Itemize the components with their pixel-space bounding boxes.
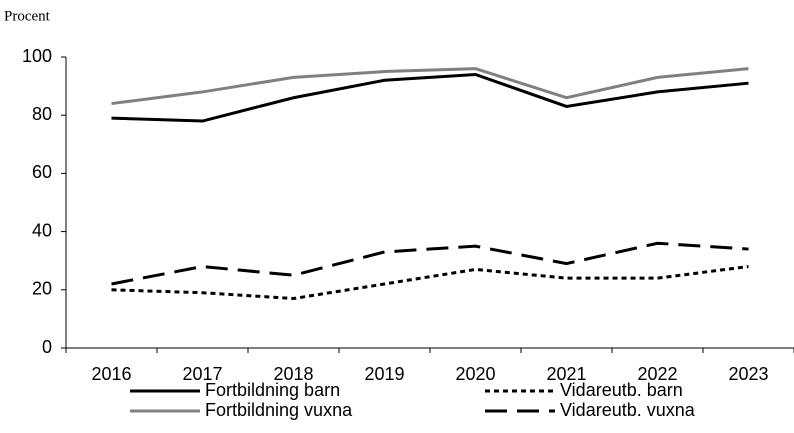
y-tick-label: 20 <box>32 279 52 299</box>
y-tick-label: 100 <box>22 46 52 66</box>
y-axis-label: Procent <box>4 8 51 24</box>
x-tick-label: 2022 <box>637 364 677 384</box>
x-tick-label: 2020 <box>455 364 495 384</box>
x-tick-label: 2023 <box>728 364 768 384</box>
series-line <box>111 67 749 106</box>
series-line <box>111 241 749 286</box>
legend-label: Fortbildning vuxna <box>205 400 353 420</box>
y-tick-label: 60 <box>32 162 52 182</box>
x-tick-label: 2016 <box>91 364 131 384</box>
legend-label: Fortbildning barn <box>205 380 340 400</box>
series-line <box>111 72 749 123</box>
legend-label: Vidareutb. vuxna <box>560 400 696 420</box>
x-tick-label: 2018 <box>273 364 313 384</box>
y-tick-label: 0 <box>42 337 52 357</box>
x-tick-label: 2017 <box>182 364 222 384</box>
series-line <box>111 265 749 301</box>
legend-label: Vidareutb. barn <box>560 380 683 400</box>
x-tick-label: 2021 <box>546 364 586 384</box>
x-tick-label: 2019 <box>364 364 404 384</box>
y-tick-label: 40 <box>32 220 52 240</box>
y-tick-label: 80 <box>32 104 52 124</box>
